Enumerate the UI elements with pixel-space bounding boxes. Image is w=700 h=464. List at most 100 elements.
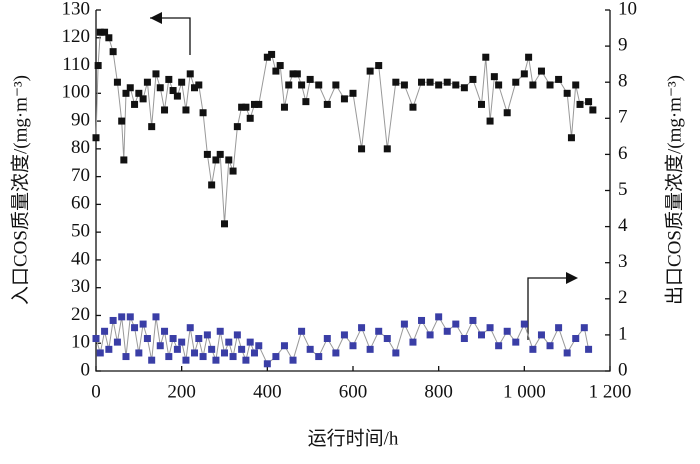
data-point (546, 342, 554, 350)
data-point (148, 123, 156, 131)
data-point (555, 324, 563, 332)
data-point (139, 320, 147, 328)
data-point (460, 84, 468, 92)
y-tick-label: 30 (71, 276, 90, 297)
data-point (212, 156, 220, 164)
y2-tick-label: 0 (618, 359, 628, 380)
data-point (173, 92, 181, 100)
data-point (105, 345, 113, 353)
data-point (443, 327, 451, 335)
data-point (113, 338, 121, 346)
data-point (92, 134, 100, 142)
data-point (302, 98, 310, 106)
data-point (392, 349, 400, 357)
data-point (585, 98, 593, 106)
data-point (349, 89, 357, 97)
data-point (289, 356, 297, 364)
data-point (242, 103, 250, 111)
data-point (469, 316, 477, 324)
data-point (276, 62, 284, 70)
data-point (131, 324, 139, 332)
data-point (563, 89, 571, 97)
y2-tick-label: 4 (618, 215, 628, 236)
data-point (366, 67, 374, 75)
data-point (120, 156, 128, 164)
data-point (315, 81, 323, 89)
data-point (126, 313, 134, 321)
data-point (212, 356, 220, 364)
data-point (221, 349, 228, 357)
data-point (572, 81, 580, 89)
arrow-head (150, 12, 162, 24)
data-point (101, 28, 109, 36)
data-point (469, 75, 477, 83)
data-point (161, 106, 169, 114)
data-point (255, 100, 263, 108)
data-point (229, 167, 237, 175)
data-point (289, 70, 297, 78)
data-point (503, 327, 511, 335)
data-point (216, 150, 224, 158)
data-point (216, 327, 224, 335)
data-point (199, 353, 207, 361)
data-point (529, 81, 537, 89)
arrow (527, 277, 568, 340)
data-point (118, 117, 126, 125)
x-tick-label: 1 000 (503, 381, 546, 402)
data-point (418, 78, 426, 86)
y-tick-label: 90 (71, 109, 90, 130)
data-point (246, 114, 254, 122)
data-point (109, 316, 117, 324)
x-tick-label: 0 (91, 381, 101, 402)
data-point (460, 335, 468, 343)
data-point (576, 100, 584, 108)
data-point (563, 349, 571, 357)
data-point (358, 145, 366, 153)
data-point (191, 84, 199, 92)
data-point (298, 81, 306, 89)
y2-tick-label: 5 (618, 179, 628, 200)
data-point (503, 109, 511, 117)
data-point (178, 338, 186, 346)
data-point (152, 313, 160, 321)
data-point (529, 345, 537, 353)
data-point (208, 181, 216, 189)
data-point (233, 331, 241, 339)
data-point (323, 335, 331, 343)
y2-tick-label: 9 (618, 34, 628, 55)
data-point (229, 353, 237, 361)
data-point (285, 81, 293, 89)
x-tick-label: 1 200 (589, 381, 632, 402)
data-point (280, 103, 288, 111)
y-tick-label: 60 (71, 193, 90, 214)
data-point (306, 75, 314, 83)
x-tick-label: 800 (424, 381, 453, 402)
data-point (332, 81, 340, 89)
data-point (113, 78, 121, 86)
data-point (323, 100, 331, 108)
data-point (165, 353, 173, 361)
data-point (520, 70, 528, 78)
data-point (486, 117, 494, 125)
data-point (238, 345, 246, 353)
x-tick-label: 200 (167, 381, 196, 402)
data-point (96, 28, 104, 36)
x-axis-label: 运行时间/h (308, 427, 399, 449)
x-tick-label: 400 (253, 381, 282, 402)
data-point (178, 78, 186, 86)
data-point (203, 150, 211, 158)
y-tick-label: 10 (71, 332, 90, 353)
data-point (126, 84, 134, 92)
data-point (118, 313, 126, 321)
data-point (409, 338, 417, 346)
data-point (340, 331, 348, 339)
data-point (191, 349, 199, 357)
data-point (589, 106, 597, 114)
data-point (101, 327, 109, 335)
data-point (495, 342, 503, 350)
data-point (272, 353, 280, 361)
data-point (182, 356, 190, 364)
data-point (349, 342, 357, 350)
data-point (375, 327, 383, 335)
